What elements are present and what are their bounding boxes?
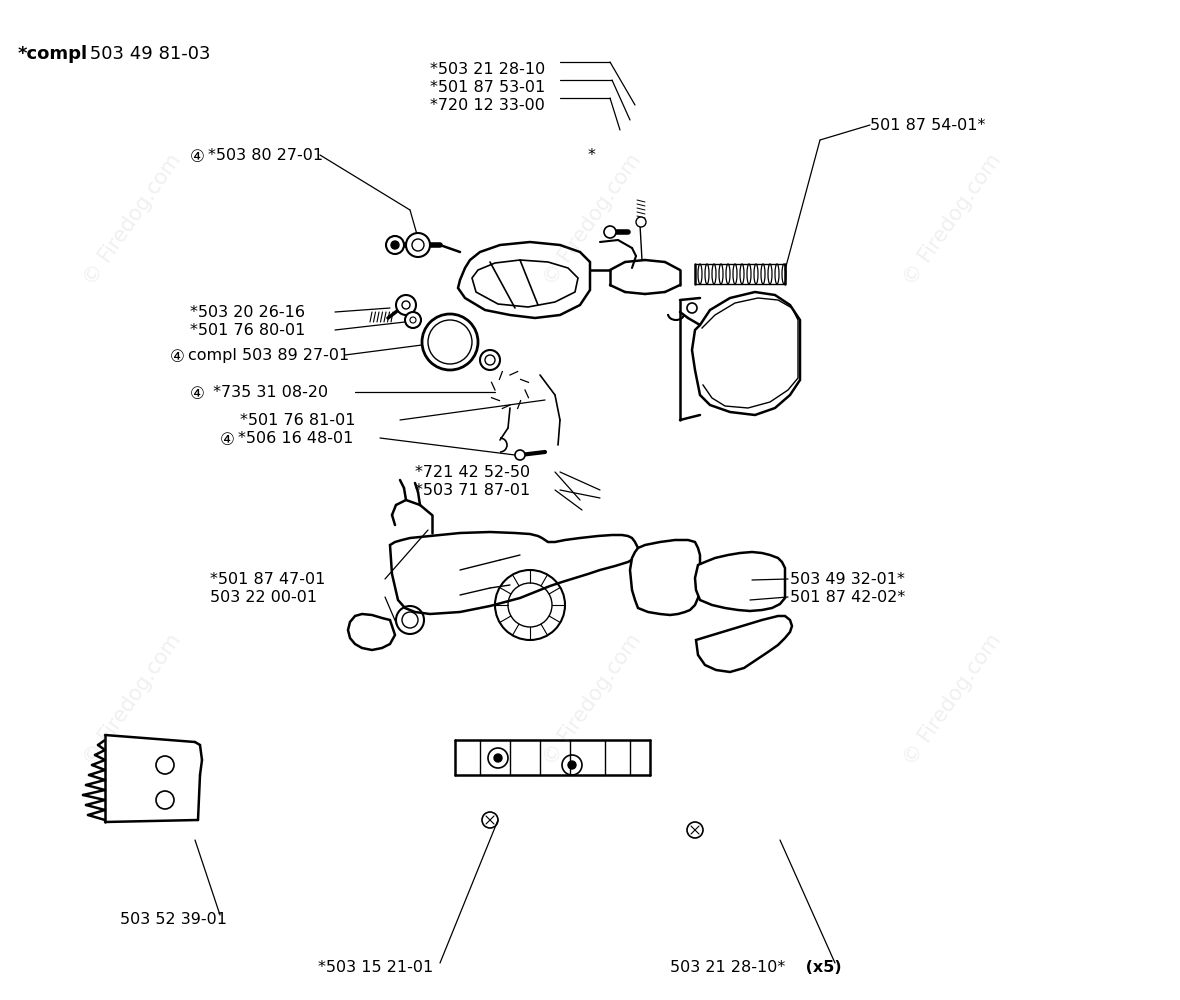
Text: *503 20 26-16: *503 20 26-16 — [190, 305, 304, 320]
Text: © Firedog.com: © Firedog.com — [80, 631, 185, 769]
Text: © Firedog.com: © Firedog.com — [540, 151, 645, 289]
Text: *503 80 27-01: *503 80 27-01 — [208, 148, 323, 163]
Text: 501 87 42-02*: 501 87 42-02* — [789, 590, 905, 605]
Text: (x5): (x5) — [800, 960, 841, 975]
Text: ④: ④ — [190, 148, 205, 166]
Circle shape — [494, 754, 501, 762]
Text: 503 49 81-03: 503 49 81-03 — [84, 45, 210, 63]
Polygon shape — [630, 540, 700, 615]
Text: 501 87 54-01*: 501 87 54-01* — [870, 118, 985, 133]
Polygon shape — [695, 552, 785, 611]
Text: ④: ④ — [170, 348, 185, 366]
Text: © Firedog.com: © Firedog.com — [900, 631, 1005, 769]
Text: *503 21 28-10: *503 21 28-10 — [430, 62, 545, 77]
Polygon shape — [391, 532, 638, 614]
Text: *720 12 33-00: *720 12 33-00 — [430, 98, 545, 113]
Circle shape — [636, 217, 645, 227]
Text: 503 49 32-01*: 503 49 32-01* — [789, 572, 905, 587]
Polygon shape — [458, 242, 590, 318]
Text: 503 52 39-01: 503 52 39-01 — [120, 912, 227, 927]
Text: *503 71 87-01: *503 71 87-01 — [415, 483, 530, 498]
Text: ④: ④ — [219, 431, 235, 449]
Circle shape — [485, 355, 494, 365]
Circle shape — [514, 450, 525, 460]
Text: compl 503 89 27-01: compl 503 89 27-01 — [188, 348, 349, 363]
Circle shape — [406, 233, 430, 257]
Text: 503 22 00-01: 503 22 00-01 — [210, 590, 317, 605]
Circle shape — [386, 236, 404, 254]
Text: *501 76 81-01: *501 76 81-01 — [240, 413, 355, 428]
Polygon shape — [348, 614, 395, 650]
Text: ④: ④ — [190, 385, 205, 403]
Text: *721 42 52-50: *721 42 52-50 — [415, 465, 530, 480]
Text: *503 15 21-01: *503 15 21-01 — [317, 960, 433, 975]
Circle shape — [604, 226, 616, 238]
Polygon shape — [696, 616, 792, 672]
Text: © Firedog.com: © Firedog.com — [540, 631, 645, 769]
Text: *501 87 47-01: *501 87 47-01 — [210, 572, 326, 587]
Circle shape — [480, 350, 500, 370]
Text: © Firedog.com: © Firedog.com — [80, 151, 185, 289]
Circle shape — [402, 301, 409, 309]
Text: *506 16 48-01: *506 16 48-01 — [238, 431, 353, 446]
Text: *501 76 80-01: *501 76 80-01 — [190, 323, 306, 338]
Circle shape — [405, 312, 421, 328]
Text: 503 21 28-10*: 503 21 28-10* — [670, 960, 785, 975]
Circle shape — [396, 295, 417, 315]
Text: *: * — [588, 148, 596, 163]
Text: © Firedog.com: © Firedog.com — [900, 151, 1005, 289]
Polygon shape — [472, 260, 578, 307]
Text: *compl: *compl — [18, 45, 88, 63]
Text: *735 31 08-20: *735 31 08-20 — [208, 385, 328, 400]
Text: *501 87 53-01: *501 87 53-01 — [430, 80, 545, 95]
Circle shape — [391, 241, 399, 249]
Polygon shape — [691, 292, 800, 415]
Circle shape — [568, 761, 576, 769]
